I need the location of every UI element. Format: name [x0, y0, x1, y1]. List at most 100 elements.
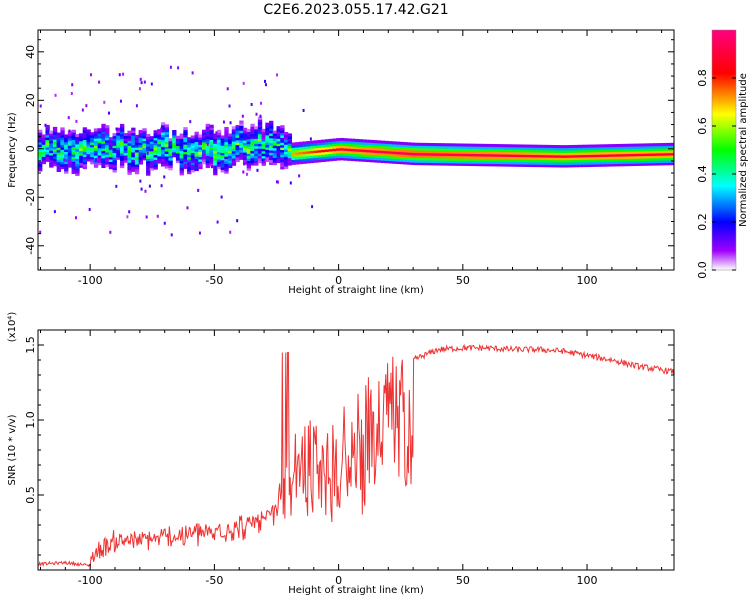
heatmap-cell [242, 149, 248, 153]
heatmap-cell [213, 165, 218, 169]
heatmap-cell [515, 161, 520, 165]
heatmap-cell [90, 139, 95, 143]
heatmap-cell [623, 155, 628, 159]
heatmap-cell [179, 160, 184, 164]
heatmap-cell [97, 162, 102, 166]
heatmap-cell [105, 154, 110, 158]
heatmap-cell [626, 158, 632, 162]
heatmap-cell [38, 153, 43, 157]
heatmap-cell [101, 131, 106, 135]
heatmap-cell [369, 147, 374, 151]
heatmap-cell [119, 145, 125, 149]
heatmap-cell [199, 163, 202, 167]
heatmap-cell [186, 206, 189, 210]
heatmap-cell [38, 139, 43, 143]
heatmap-cell [97, 140, 102, 144]
heatmap-cell [250, 140, 255, 144]
heatmap-cell [634, 155, 639, 159]
heatmap-cell [373, 140, 378, 144]
heatmap-cell [231, 148, 237, 152]
heatmap-cell [257, 145, 263, 149]
heatmap-cell [201, 141, 207, 145]
heatmap-cell [373, 144, 378, 149]
heatmap-cell [172, 130, 177, 134]
heatmap-cell [328, 150, 333, 154]
heatmap-cell [306, 150, 311, 154]
heatmap-cell [228, 152, 233, 156]
heatmap-cell [492, 158, 497, 162]
heatmap-cell [589, 156, 594, 160]
heatmap-cell [295, 149, 300, 153]
heatmap-cell [395, 151, 401, 155]
heatmap-cell [418, 152, 423, 156]
heatmap-cell [570, 152, 576, 156]
heatmap-cell [108, 144, 114, 148]
heatmap-cell [276, 143, 281, 147]
heatmap-cell [429, 152, 434, 156]
heatmap-cell [261, 131, 266, 135]
heatmap-cell [164, 143, 170, 147]
heatmap-cell [630, 163, 635, 167]
heatmap-cell [485, 151, 490, 155]
heatmap-cell [86, 156, 91, 160]
heatmap-cell [119, 165, 125, 169]
heatmap-cell [358, 156, 363, 160]
heatmap-cell [250, 160, 255, 164]
heatmap-cell [447, 145, 453, 149]
heatmap-cell [265, 129, 270, 133]
heatmap-cell [593, 163, 598, 167]
heatmap-cell [205, 155, 211, 159]
heatmap-cell [153, 137, 158, 141]
heatmap-cell [529, 149, 535, 153]
heatmap-cell [533, 144, 538, 148]
heatmap-cell [67, 152, 73, 156]
heatmap-cell [93, 138, 99, 142]
heatmap-cell [261, 148, 266, 152]
heatmap-cell [75, 170, 80, 174]
heatmap-cell [295, 154, 300, 158]
heatmap-cell [392, 153, 397, 157]
heatmap-cell [470, 158, 475, 162]
heatmap-cell [101, 126, 106, 130]
heatmap-cell [343, 138, 348, 142]
heatmap-cell [242, 156, 248, 160]
heatmap-cell [563, 147, 568, 151]
heatmap-cell [157, 146, 162, 150]
heatmap-cell [239, 152, 244, 156]
heatmap-cell [555, 154, 561, 158]
heatmap-cell [190, 149, 196, 154]
heatmap-cell [295, 159, 300, 163]
heatmap-cell [54, 93, 57, 97]
heatmap-cell [254, 126, 259, 130]
heatmap-cell [187, 163, 192, 167]
heatmap-cell [328, 141, 333, 145]
heatmap-cell [295, 161, 300, 165]
heatmap-cell [213, 140, 218, 144]
heatmap-cell [596, 146, 602, 150]
heatmap-cell [377, 145, 382, 149]
heatmap-cell [392, 158, 397, 162]
snr-scale-label: (x10⁴) [7, 312, 18, 343]
heatmap-cell [119, 136, 125, 140]
heatmap-cell [533, 147, 538, 151]
heatmap-cell [280, 166, 285, 170]
heatmap-cell [101, 148, 106, 152]
heatmap-cell [444, 150, 449, 154]
heatmap-cell [596, 163, 602, 167]
heatmap-cell [108, 146, 114, 150]
heatmap-cell [213, 150, 218, 154]
heatmap-cell [559, 154, 565, 158]
heatmap-cell [97, 157, 102, 161]
heatmap-cell [459, 160, 464, 164]
heatmap-cell [671, 150, 674, 154]
heatmap-cell [339, 150, 345, 154]
heatmap-cell [209, 129, 214, 133]
heatmap-cell [146, 133, 151, 137]
heatmap-cell [135, 104, 138, 108]
heatmap-cell [634, 143, 639, 147]
heatmap-cell [216, 146, 222, 150]
heatmap-cell [351, 158, 356, 162]
heatmap-cell [149, 165, 155, 169]
heatmap-cell [86, 146, 91, 150]
heatmap-cell [88, 207, 91, 211]
